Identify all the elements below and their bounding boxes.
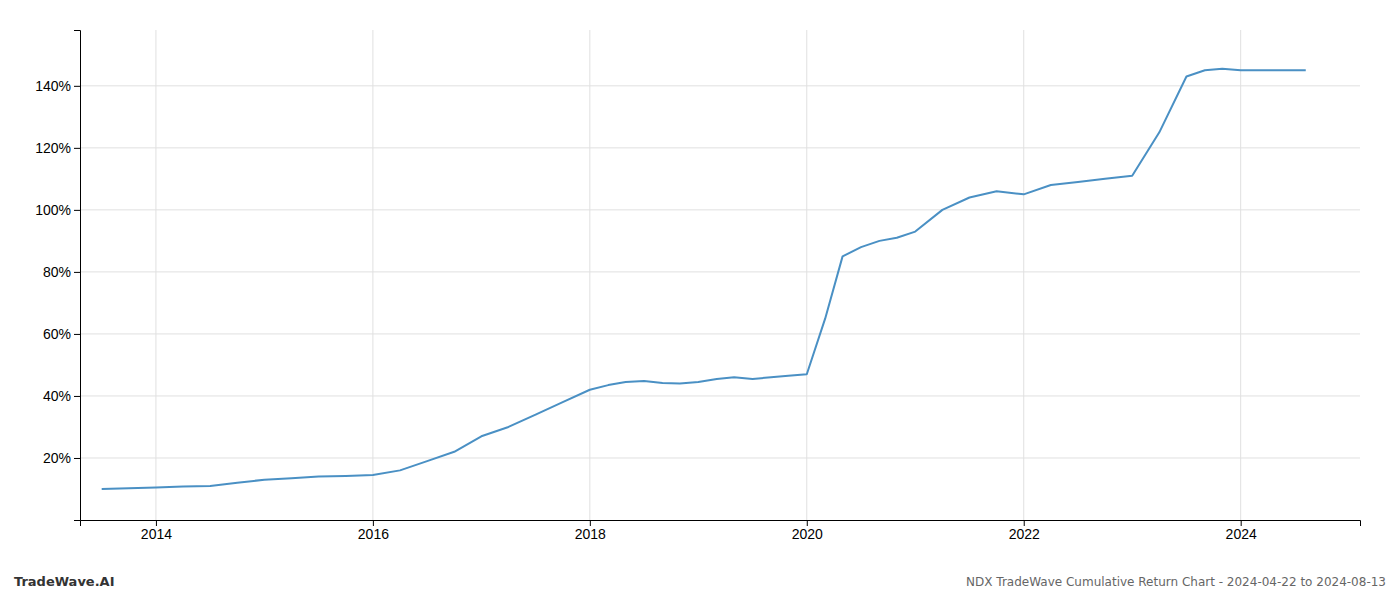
grid-line-x: [806, 30, 807, 520]
title: NDX TradeWave Cumulative Return Chart - …: [966, 575, 1386, 589]
chart: 2014 2016 2018 2020 2022 2024 20% 40% 60% 80% 100%…: [0, 0, 1400, 600]
grid-line-y: [80, 333, 1360, 334]
grid-line-x: [155, 30, 156, 520]
grid-line-x: [372, 30, 373, 520]
x-tick: 2024: [1226, 520, 1257, 542]
x-tick-label: 2016: [358, 526, 389, 542]
marks: [102, 69, 1306, 489]
grid-line-x: [1240, 30, 1241, 520]
y-tick-mark: [74, 334, 80, 335]
y-tick-label: 140%: [35, 78, 71, 94]
y-tick: 100%: [35, 202, 80, 218]
grid: [80, 30, 1360, 520]
watermark: TradeWave.AI: [14, 574, 115, 589]
y-tick-mark: [74, 458, 80, 459]
y-tick-label: 60%: [43, 326, 71, 342]
y-tick-mark: [74, 210, 80, 211]
x-tick: 2016: [358, 520, 389, 542]
grid-line-x: [589, 30, 590, 520]
x-tick-label: 2018: [575, 526, 606, 542]
y-tick: 40%: [43, 388, 80, 404]
x-tick-label: 2014: [141, 526, 172, 542]
x-tick: 2022: [1009, 520, 1040, 542]
grid-line-y: [80, 209, 1360, 210]
y-tick: 60%: [43, 326, 80, 342]
y-axis: 20% 40% 60% 80% 100% 120% 140%: [35, 31, 80, 521]
y-tick: 80%: [43, 264, 80, 280]
y-tick-label: 20%: [43, 450, 71, 466]
y-tick-label: 120%: [35, 140, 71, 156]
plot: 2014 2016 2018 2020 2022 2024 20% 40% 60% 80% 100%…: [35, 30, 1360, 542]
y-tick: 120%: [35, 140, 80, 156]
grid-line-y: [80, 395, 1360, 396]
y-tick: 20%: [43, 450, 80, 466]
y-tick-mark: [74, 396, 80, 397]
x-tick-label: 2022: [1009, 526, 1040, 542]
y-tick-label: 80%: [43, 264, 71, 280]
x-tick-label: 2020: [792, 526, 823, 542]
x-tick: 2020: [792, 520, 823, 542]
y-tick: 140%: [35, 78, 80, 94]
x-tick-label: 2024: [1226, 526, 1257, 542]
grid-line-x: [1023, 30, 1024, 520]
line: [102, 69, 1306, 489]
x-tick: 2014: [141, 520, 172, 542]
y-tick-label: 40%: [43, 388, 71, 404]
y-tick-label: 100%: [35, 202, 71, 218]
grid-line-y: [80, 147, 1360, 148]
y-tick-mark: [74, 148, 80, 149]
y-tick-mark: [74, 272, 80, 273]
grid-line-y: [80, 457, 1360, 458]
y-tick-mark: [74, 86, 80, 87]
y-axis-line: [74, 31, 81, 521]
grid-line-y: [80, 85, 1360, 86]
x-tick: 2018: [575, 520, 606, 542]
grid-line-y: [80, 271, 1360, 272]
x-axis: 2014 2016 2018 2020 2022 2024: [81, 520, 1361, 542]
x-axis-line: [81, 521, 1361, 527]
